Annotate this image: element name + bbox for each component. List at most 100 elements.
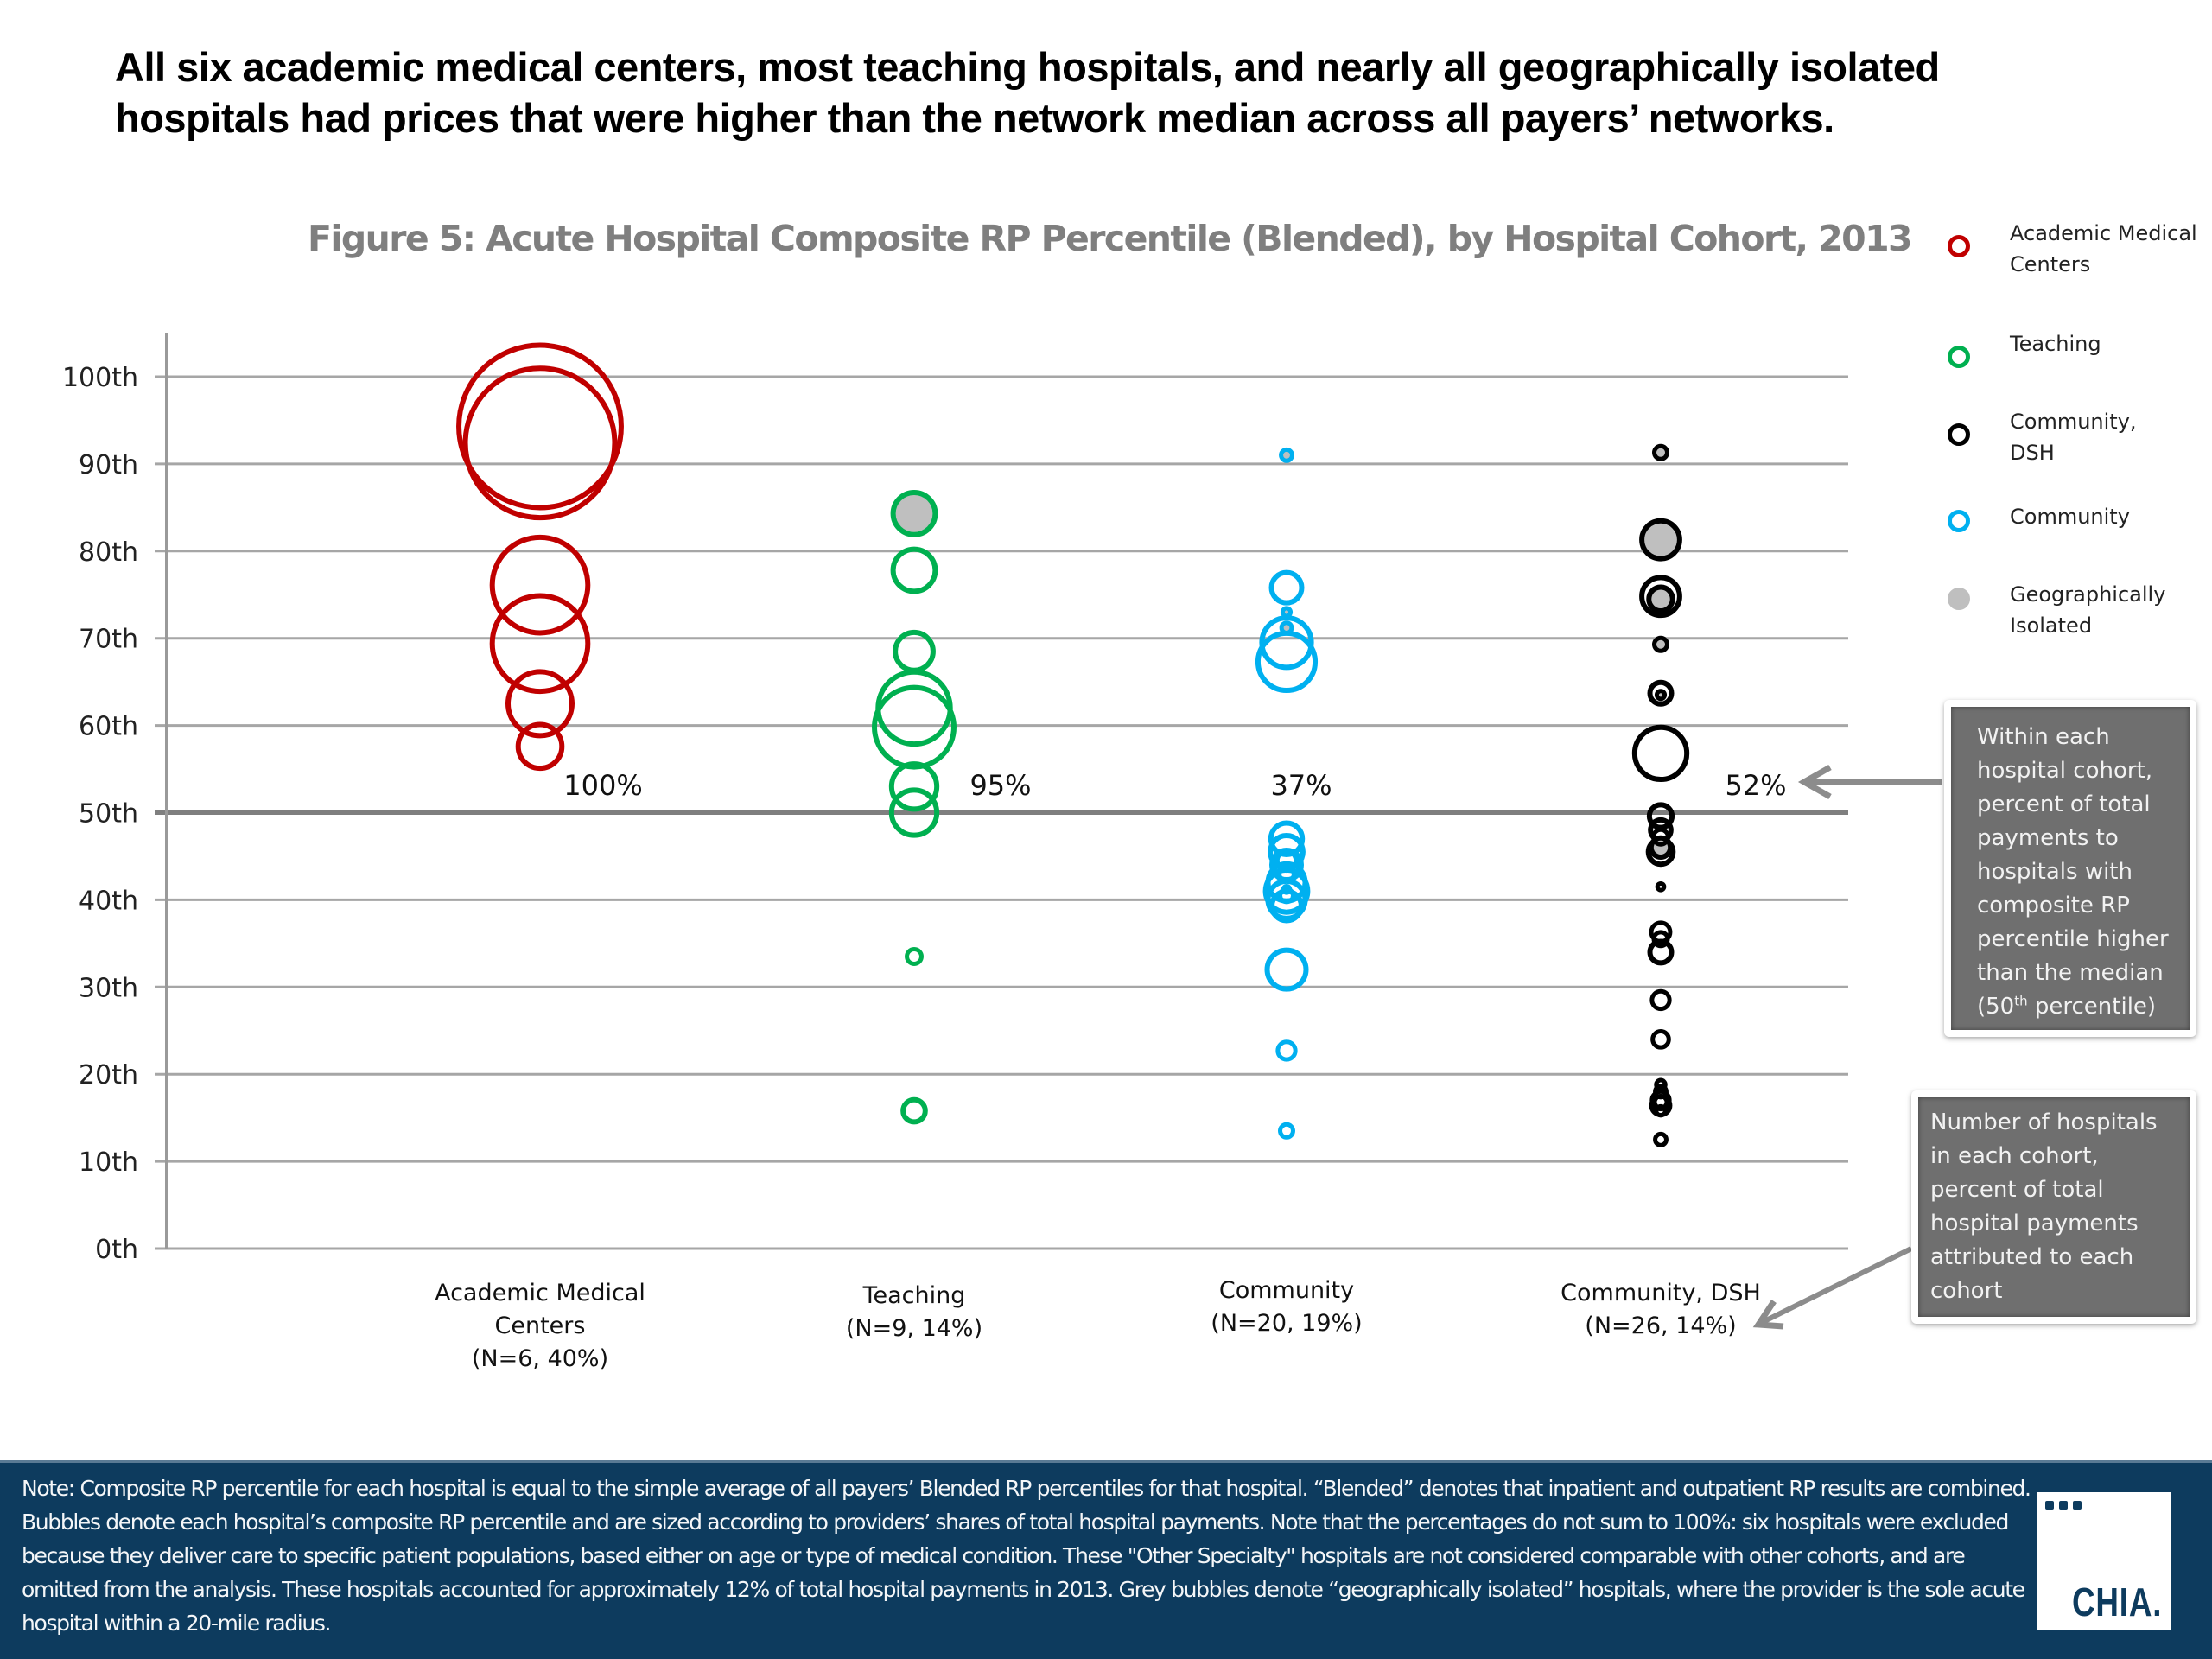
bubble xyxy=(1650,1029,1671,1050)
chart-title: Figure 5: Acute Hospital Composite RP Pe… xyxy=(308,218,1913,259)
red-ring-icon xyxy=(1948,235,1970,257)
bubble xyxy=(1651,827,1670,847)
legend-label: Community xyxy=(2010,505,2130,529)
callout-body: Number of hospitals in each cohort, perc… xyxy=(1918,1097,2190,1317)
y-tick-label: 20th xyxy=(79,1060,138,1090)
bubble xyxy=(1255,630,1319,693)
bubble xyxy=(515,721,565,772)
bubble xyxy=(900,1096,928,1125)
bubble xyxy=(1264,947,1309,992)
bubble xyxy=(1654,1077,1668,1092)
bubble xyxy=(1277,864,1296,884)
callout-superscript: th xyxy=(2014,993,2028,1009)
bubble xyxy=(893,629,936,673)
bubble xyxy=(1275,1039,1298,1062)
bubble xyxy=(875,669,953,747)
data-labels: 100% 95% 37% 52% xyxy=(563,769,1786,802)
bubble xyxy=(1278,1122,1295,1140)
bubble xyxy=(1655,880,1667,893)
arrow-head-pct xyxy=(1797,764,1832,800)
y-tick-label: 40th xyxy=(79,886,138,916)
bubble xyxy=(1268,820,1306,857)
bubble xyxy=(1653,1084,1669,1100)
legend-label: Geographically Isolated xyxy=(2010,582,2166,638)
black-ring-icon xyxy=(1948,423,1970,446)
bubble-chart: 0th 10th 20th 30th 40th 50th 60th 70th 80th 90th 1… xyxy=(62,333,1942,1372)
gridlines xyxy=(155,375,1848,1250)
bubble-geo-isolated xyxy=(1646,584,1675,614)
x-category-label: Centers xyxy=(495,1313,586,1339)
callout-text: Within each hospital cohort, percent of … xyxy=(1977,724,2169,1020)
pct-above-median-label: 52% xyxy=(1725,769,1786,802)
y-tick-label: 0th xyxy=(95,1235,138,1265)
arrow-head-cohort xyxy=(1752,1300,1784,1330)
bubble xyxy=(1274,848,1300,874)
bubble-geo-isolated xyxy=(1654,689,1668,702)
callout-text-end: percentile) xyxy=(2027,994,2157,1020)
x-category-label: (N=26, 14%) xyxy=(1585,1313,1736,1339)
bubble-geo-isolated xyxy=(1639,518,1682,562)
x-category-label: (N=6, 40%) xyxy=(472,1345,608,1372)
y-axis: 0th 10th 20th 30th 40th 50th 60th 70th 80th 90th 1… xyxy=(62,333,168,1265)
bubble xyxy=(888,761,940,812)
footer-note-bar: Note: Composite RP percentile for each h… xyxy=(0,1460,2212,1659)
x-axis-labels: Academic Medical Centers (N=6, 40%) Teachin… xyxy=(435,1277,1761,1372)
x-category-label: (N=9, 14%) xyxy=(846,1315,982,1342)
logo-dots-icon xyxy=(2045,1501,2082,1510)
pct-above-median-label: 100% xyxy=(563,769,642,802)
legend-label: Academic Medical Centers xyxy=(2010,221,2197,276)
arrow-to-cohort-label xyxy=(1761,1246,1913,1325)
y-tick-label: 80th xyxy=(79,537,138,568)
legend-label: Teaching xyxy=(2010,332,2101,356)
callout-arrows xyxy=(1752,764,1942,1330)
y-tick-label: 90th xyxy=(79,450,138,480)
bubble xyxy=(1647,679,1675,707)
bubble xyxy=(1653,1131,1669,1147)
bubble xyxy=(489,534,591,636)
bubble xyxy=(1649,920,1673,944)
bubble xyxy=(905,947,924,966)
bubble xyxy=(489,593,591,695)
pct-above-median-label: 95% xyxy=(969,769,1031,802)
y-tick-label: 60th xyxy=(79,712,138,742)
bubbles xyxy=(456,342,1690,1147)
bubble xyxy=(890,546,938,594)
series-community xyxy=(1255,447,1319,1140)
bubble xyxy=(1651,930,1670,949)
bubble xyxy=(462,365,618,521)
y-tick-label: 50th xyxy=(79,799,138,830)
bubble xyxy=(1654,1103,1668,1118)
y-tick-label: 30th xyxy=(79,973,138,1003)
series-teaching xyxy=(872,490,957,1125)
y-tick-label: 10th xyxy=(79,1147,138,1178)
x-category-label: (N=20, 19%) xyxy=(1211,1310,1362,1337)
bubble-geo-isolated xyxy=(1652,443,1669,461)
bubble xyxy=(505,669,575,739)
bubble-geo-isolated xyxy=(890,490,938,537)
pct-above-median-label: 37% xyxy=(1270,769,1332,802)
bubble xyxy=(1649,988,1672,1012)
slide-headline: All six academic medical centers, most t… xyxy=(115,44,1940,141)
bubble-geo-isolated xyxy=(1652,635,1669,653)
chia-logo: CHIA. xyxy=(2037,1492,2171,1630)
bubble-geo-isolated xyxy=(1279,447,1294,463)
bubble-geo-isolated xyxy=(1279,620,1294,635)
bubble xyxy=(888,787,940,838)
legend-label: Community, DSH xyxy=(2010,410,2137,465)
bubble xyxy=(1631,724,1690,783)
x-category-label: Academic Medical xyxy=(435,1280,645,1306)
x-category-label: Community, DSH xyxy=(1560,1280,1761,1306)
green-ring-icon xyxy=(1948,346,1970,368)
bubble xyxy=(1278,887,1295,905)
footer-note: Note: Composite RP percentile for each h… xyxy=(22,1476,2031,1636)
bubble xyxy=(456,342,624,511)
x-category-label: Community xyxy=(1219,1277,1354,1304)
bubble xyxy=(1281,883,1293,895)
callout-body: Within each hospital cohort, percent of … xyxy=(1951,707,2190,1030)
grey-filled-circle-icon xyxy=(1948,588,1970,610)
bubble xyxy=(1639,575,1682,619)
x-category-label: Teaching xyxy=(862,1282,966,1309)
bubble-geo-isolated xyxy=(1280,606,1294,619)
bubble xyxy=(1646,802,1675,830)
callout-cohort-info: Number of hospitals in each cohort, perc… xyxy=(1911,1090,2196,1324)
